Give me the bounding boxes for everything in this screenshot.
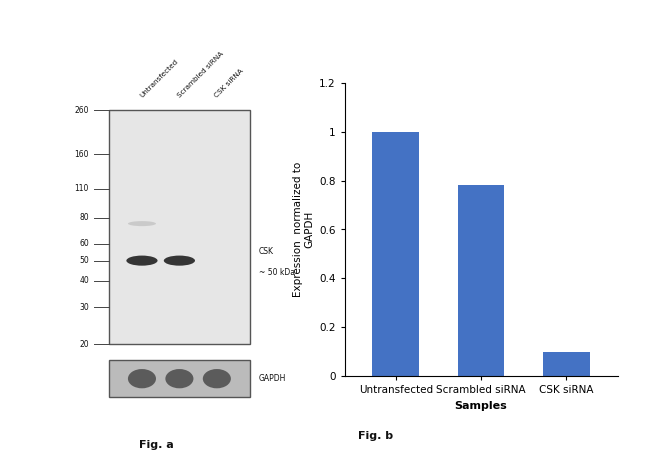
Bar — [372, 132, 419, 376]
Text: Fig. a: Fig. a — [138, 440, 174, 450]
Bar — [109, 360, 250, 397]
Text: ~ 50 kDa: ~ 50 kDa — [259, 268, 295, 277]
Text: 40: 40 — [79, 276, 89, 285]
Text: CSK: CSK — [259, 247, 274, 256]
Text: CSK siRNA: CSK siRNA — [214, 67, 245, 99]
Text: 110: 110 — [75, 184, 89, 193]
Text: 20: 20 — [79, 340, 89, 349]
Ellipse shape — [128, 369, 156, 388]
Y-axis label: Expression  normalized to
GAPDH: Expression normalized to GAPDH — [293, 162, 315, 297]
X-axis label: Samples: Samples — [454, 401, 508, 411]
Bar — [543, 352, 590, 376]
Ellipse shape — [165, 369, 194, 388]
Text: 60: 60 — [79, 240, 89, 248]
Bar — [458, 185, 504, 376]
Text: 50: 50 — [79, 256, 89, 265]
Text: Scrambled siRNA: Scrambled siRNA — [176, 50, 224, 99]
Text: Fig. b: Fig. b — [358, 431, 393, 441]
Text: Untransfected: Untransfected — [139, 58, 179, 99]
Text: GAPDH: GAPDH — [259, 374, 287, 383]
Ellipse shape — [126, 256, 157, 266]
Text: 30: 30 — [79, 303, 89, 312]
Ellipse shape — [128, 221, 156, 226]
Ellipse shape — [164, 256, 195, 266]
Text: 80: 80 — [79, 213, 89, 222]
Text: 160: 160 — [74, 150, 89, 159]
Bar — [109, 110, 250, 344]
Text: 260: 260 — [74, 106, 89, 115]
Ellipse shape — [203, 369, 231, 388]
